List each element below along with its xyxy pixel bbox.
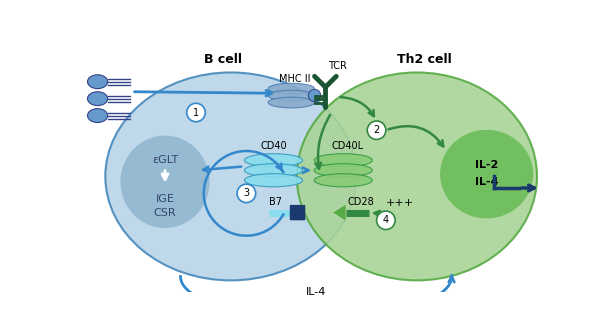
Text: B7: B7 xyxy=(268,197,282,207)
FancyBboxPatch shape xyxy=(290,205,305,220)
Ellipse shape xyxy=(268,90,314,101)
Text: MHC II: MHC II xyxy=(279,73,311,84)
Ellipse shape xyxy=(245,154,302,167)
Ellipse shape xyxy=(297,72,537,280)
Ellipse shape xyxy=(120,135,209,228)
Circle shape xyxy=(237,184,256,203)
Ellipse shape xyxy=(87,92,107,106)
Text: 1: 1 xyxy=(193,108,199,117)
Text: CD28: CD28 xyxy=(348,197,375,207)
Text: 4: 4 xyxy=(383,215,389,225)
Ellipse shape xyxy=(268,97,314,108)
Text: 2: 2 xyxy=(373,125,380,135)
Ellipse shape xyxy=(87,75,107,89)
Text: IL-4: IL-4 xyxy=(475,177,498,187)
Ellipse shape xyxy=(440,130,533,218)
Ellipse shape xyxy=(268,83,314,94)
Text: CSR: CSR xyxy=(154,208,176,217)
Text: CD40L: CD40L xyxy=(331,141,363,151)
Ellipse shape xyxy=(106,72,356,280)
Circle shape xyxy=(376,211,395,230)
Text: CD40: CD40 xyxy=(260,141,287,151)
Polygon shape xyxy=(333,205,345,220)
Text: IGE: IGE xyxy=(155,194,174,204)
Ellipse shape xyxy=(314,154,372,167)
Text: TCR: TCR xyxy=(328,61,347,71)
Text: 3: 3 xyxy=(243,188,249,198)
Ellipse shape xyxy=(245,164,302,177)
Circle shape xyxy=(367,121,386,139)
Text: IL-2: IL-2 xyxy=(475,160,498,170)
Ellipse shape xyxy=(87,109,107,123)
Text: εGLT: εGLT xyxy=(152,155,178,165)
Text: IL-4: IL-4 xyxy=(306,287,327,297)
Circle shape xyxy=(187,103,205,122)
Text: Th2 cell: Th2 cell xyxy=(397,53,452,66)
Ellipse shape xyxy=(314,174,372,187)
Text: B cell: B cell xyxy=(204,53,242,66)
Ellipse shape xyxy=(245,174,302,187)
Circle shape xyxy=(308,90,320,102)
Ellipse shape xyxy=(314,164,372,177)
Text: +++: +++ xyxy=(386,198,414,208)
